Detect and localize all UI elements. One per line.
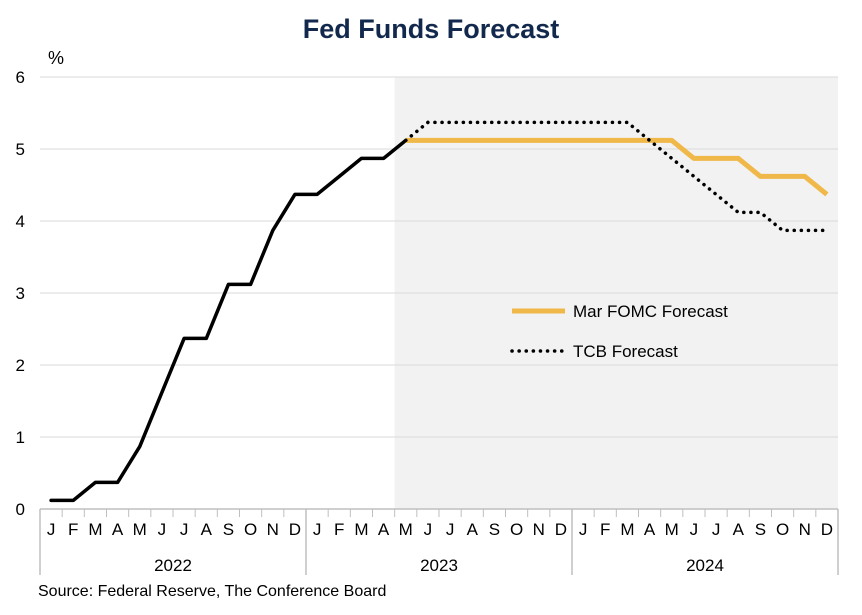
y-tick-label-1: 1: [16, 428, 25, 447]
y-tick-label-6: 6: [16, 68, 25, 87]
x-month-label: M: [399, 520, 413, 539]
x-month-label: J: [424, 520, 433, 539]
y-tick-label-3: 3: [16, 284, 25, 303]
series-line-tcb-forecast: [404, 120, 829, 233]
x-month-label: A: [112, 520, 124, 539]
x-month-label: O: [510, 520, 523, 539]
x-month-label: J: [180, 520, 189, 539]
x-month-label: M: [665, 520, 679, 539]
x-month-label: M: [88, 520, 102, 539]
series-line-mar-fomc-forecast: [405, 137, 829, 197]
x-month-label: A: [467, 520, 479, 539]
x-month-label: D: [289, 520, 301, 539]
chart-title: Fed Funds Forecast: [302, 14, 560, 44]
x-month-label: A: [644, 520, 656, 539]
x-month-label: M: [133, 520, 147, 539]
x-month-label: S: [755, 520, 766, 539]
y-tick-label-2: 2: [16, 356, 25, 375]
x-month-label: F: [68, 520, 78, 539]
x-month-label: D: [821, 520, 833, 539]
x-month-label: O: [244, 520, 257, 539]
x-year-label-2024: 2024: [686, 556, 724, 575]
x-month-label: O: [776, 520, 789, 539]
legend-label-mar-fomc-forecast: Mar FOMC Forecast: [573, 302, 728, 321]
x-month-label: A: [733, 520, 745, 539]
x-month-label: M: [620, 520, 634, 539]
legend-label-tcb-forecast: TCB Forecast: [573, 342, 678, 361]
x-month-label: F: [600, 520, 610, 539]
x-month-label: J: [313, 520, 322, 539]
x-year-label-2023: 2023: [420, 556, 458, 575]
x-month-label: M: [354, 520, 368, 539]
x-month-label: J: [712, 520, 721, 539]
x-month-label: A: [201, 520, 213, 539]
x-month-label: D: [555, 520, 567, 539]
source-note: Source: Federal Reserve, The Conference …: [38, 583, 387, 600]
x-month-label: J: [690, 520, 699, 539]
series-line-actual: [49, 138, 408, 503]
x-month-label: S: [489, 520, 500, 539]
x-year-label-2022: 2022: [154, 556, 192, 575]
y-tick-label-0: 0: [16, 500, 25, 519]
x-month-label: J: [47, 520, 56, 539]
x-month-label: F: [334, 520, 344, 539]
y-tick-label-5: 5: [16, 140, 25, 159]
x-month-label: N: [267, 520, 279, 539]
x-month-label: J: [446, 520, 455, 539]
x-month-label: N: [533, 520, 545, 539]
x-month-label: S: [223, 520, 234, 539]
y-tick-label-4: 4: [16, 212, 25, 231]
x-month-label: N: [799, 520, 811, 539]
x-month-label: A: [378, 520, 390, 539]
y-axis-unit-label: %: [48, 48, 65, 68]
x-month-label: J: [158, 520, 167, 539]
x-month-label: J: [579, 520, 588, 539]
